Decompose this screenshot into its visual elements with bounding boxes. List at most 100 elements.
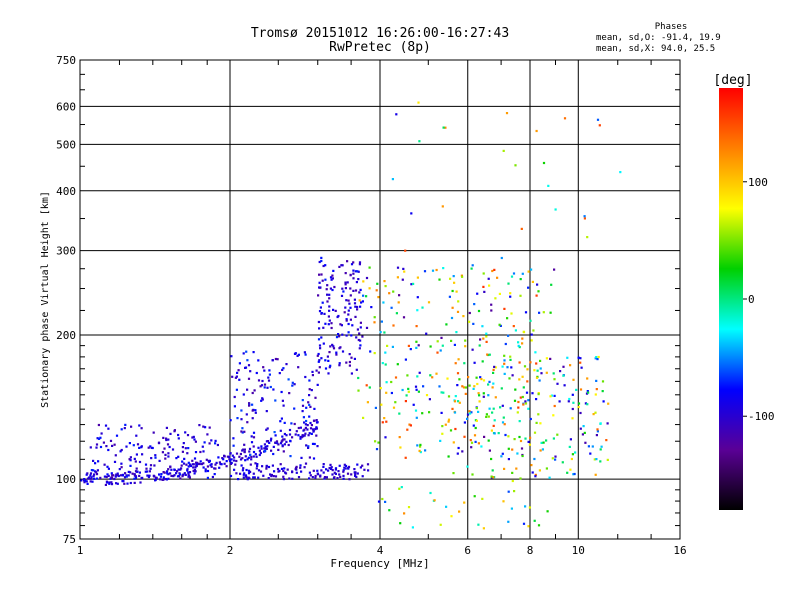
data-point [280,417,283,420]
data-point [388,509,391,512]
data-point [260,399,263,402]
data-point [247,472,251,475]
data-point [355,475,358,479]
data-point [552,437,555,440]
data-point [178,473,182,476]
data-point [345,318,348,321]
data-point [414,385,418,388]
data-point [226,455,229,458]
data-point [572,378,575,381]
data-point [264,449,267,453]
data-point [518,378,521,381]
data-point [146,474,149,477]
data-point [138,446,141,449]
data-point [153,475,156,478]
data-point [507,520,510,523]
data-point [253,476,256,479]
data-point [144,470,147,473]
data-point [444,423,447,426]
data-point [407,387,410,390]
data-point [250,455,253,459]
data-point [505,112,509,115]
data-point [361,300,364,303]
data-point [550,283,553,286]
data-point [89,474,92,477]
data-point [428,398,431,401]
data-point [587,391,590,394]
data-point [196,463,199,466]
data-point [147,446,150,449]
data-point [297,434,300,437]
data-point [569,438,572,441]
data-point [593,458,596,461]
data-point [317,338,321,341]
data-point [99,445,103,449]
data-point [307,434,310,437]
data-point [534,473,537,476]
data-point [358,347,361,350]
data-point [288,428,292,432]
data-point [165,426,168,429]
data-point [344,272,347,275]
data-point [345,299,348,302]
data-point [187,465,190,468]
data-point [202,466,205,469]
data-point [257,476,260,479]
data-point [353,471,356,474]
data-point [481,360,484,363]
data-point [553,404,556,408]
data-point [535,421,538,424]
data-point [232,444,235,447]
data-point [514,329,517,332]
data-point [473,495,476,498]
data-point [243,448,246,451]
data-point [545,357,548,360]
data-point [357,338,360,342]
data-point [184,447,187,450]
data-point [347,299,350,302]
data-point [115,482,118,485]
data-point [202,425,205,428]
data-point [90,469,93,472]
data-point [596,118,600,121]
data-point [440,411,443,414]
data-point [529,436,532,439]
data-point [103,463,106,466]
data-point [194,470,197,473]
data-point [353,357,356,360]
data-point [552,414,555,417]
data-point [251,403,254,406]
data-point [522,386,525,389]
data-point [534,351,537,354]
data-point [606,422,609,425]
data-point [324,322,327,325]
data-point [583,217,586,220]
data-point [354,270,357,273]
data-point [369,350,372,353]
data-point [313,407,316,410]
data-point [482,272,485,275]
data-point [492,424,495,427]
data-point [166,472,169,475]
data-point [404,400,407,403]
data-point [230,355,233,358]
data-point [254,453,257,456]
data-point [299,464,302,467]
data-point [470,267,473,270]
data-point [373,352,376,355]
data-point [182,462,186,465]
data-point [120,466,123,469]
data-point [517,341,520,344]
data-point [349,306,352,309]
data-point [416,309,419,312]
data-point [537,524,541,527]
data-point [163,447,166,450]
data-point [348,478,351,481]
data-point [229,452,232,455]
data-point [282,469,285,473]
data-point [314,476,317,479]
data-point [485,413,488,416]
data-points [80,101,622,530]
data-point [324,367,328,370]
data-point [383,280,386,283]
